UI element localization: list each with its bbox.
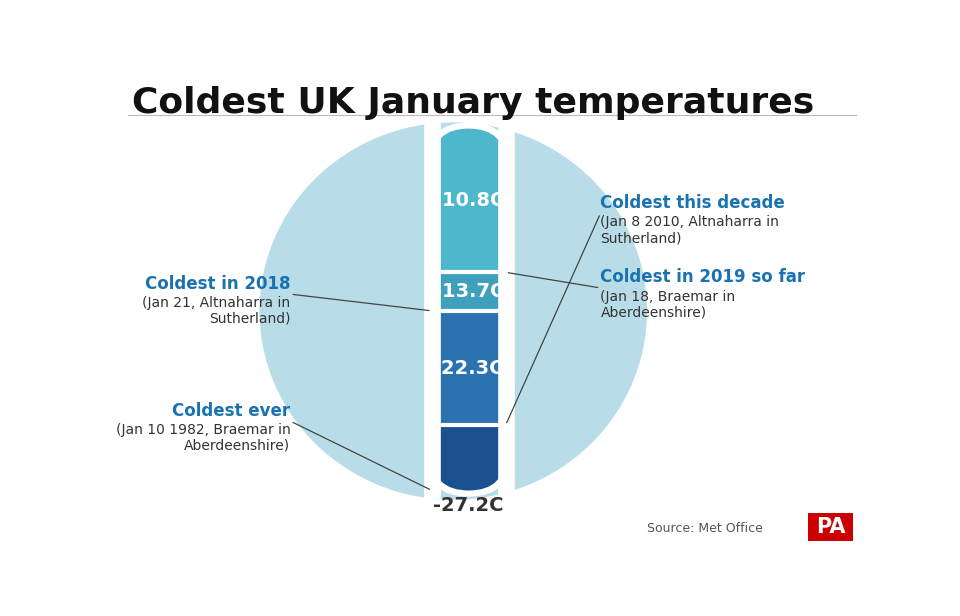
Text: Source: Met Office: Source: Met Office: [647, 522, 763, 535]
Bar: [432, 425, 506, 462]
Text: Coldest in 2018: Coldest in 2018: [145, 275, 291, 293]
Text: (Jan 8 2010, Altnaharra in
Sutherland): (Jan 8 2010, Altnaharra in Sutherland): [601, 215, 780, 245]
Text: -27.2C: -27.2C: [434, 496, 504, 516]
Bar: [432, 236, 506, 272]
Text: Coldest UK January temperatures: Coldest UK January temperatures: [132, 86, 814, 120]
Bar: [432, 272, 506, 311]
FancyBboxPatch shape: [432, 129, 506, 272]
Text: Coldest this decade: Coldest this decade: [601, 194, 785, 212]
Text: -10.8C: -10.8C: [434, 191, 504, 210]
Text: PA: PA: [816, 517, 846, 537]
Bar: [432, 311, 506, 425]
Text: Coldest ever: Coldest ever: [173, 402, 291, 419]
Text: -13.7C: -13.7C: [434, 282, 504, 301]
FancyBboxPatch shape: [425, 123, 512, 496]
Text: (Jan 18, Braemar in
Aberdeenshire): (Jan 18, Braemar in Aberdeenshire): [601, 290, 735, 320]
Ellipse shape: [259, 123, 647, 500]
FancyBboxPatch shape: [432, 425, 506, 490]
FancyBboxPatch shape: [808, 513, 853, 541]
Text: (Jan 10 1982, Braemar in
Aberdeenshire): (Jan 10 1982, Braemar in Aberdeenshire): [116, 423, 291, 453]
Text: (Jan 21, Altnaharra in
Sutherland): (Jan 21, Altnaharra in Sutherland): [142, 296, 291, 326]
Text: Coldest in 2019 so far: Coldest in 2019 so far: [601, 269, 805, 286]
Text: -22.3C: -22.3C: [434, 359, 504, 378]
